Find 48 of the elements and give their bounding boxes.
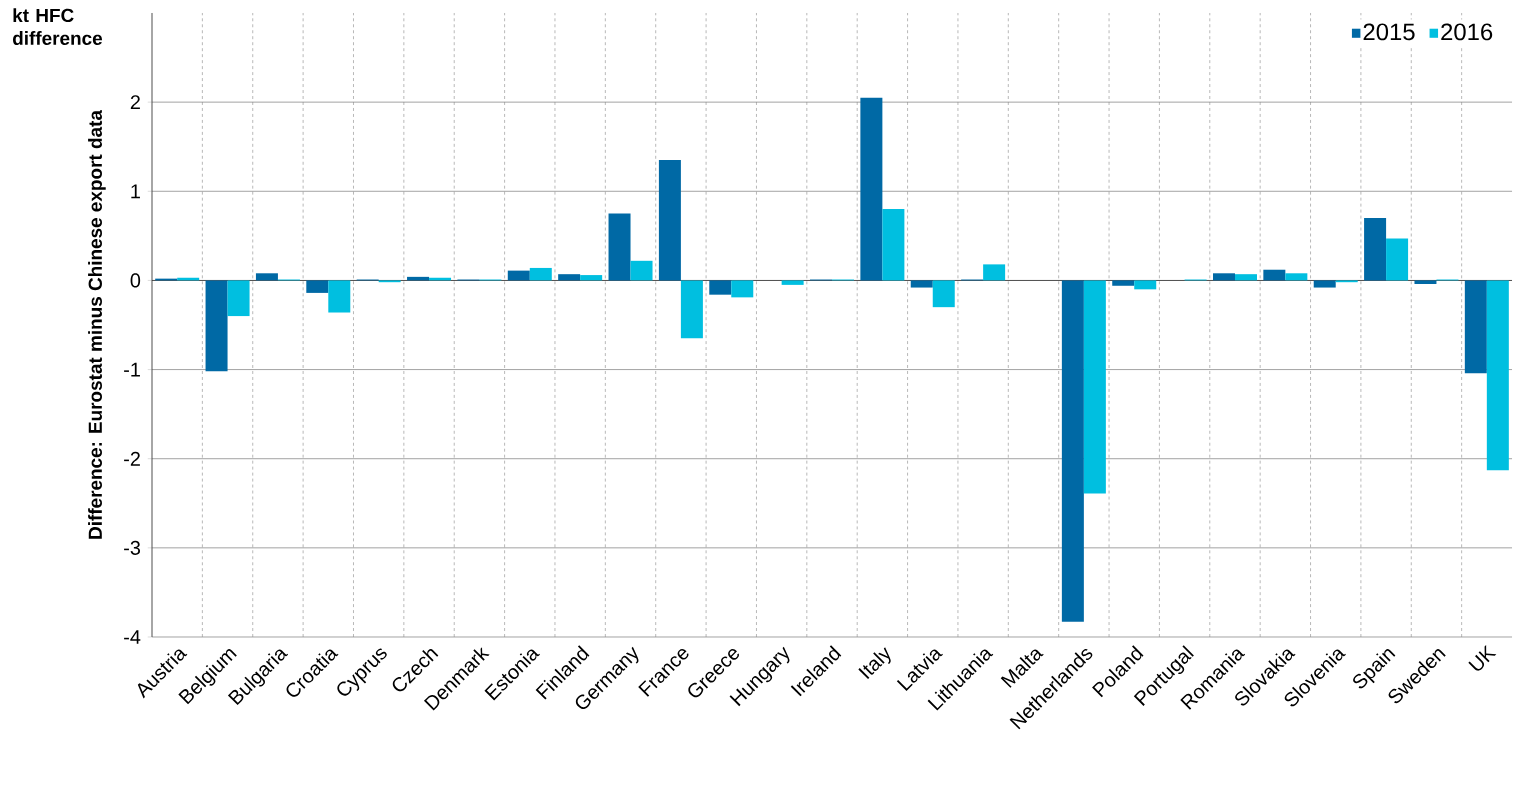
bar [932, 280, 955, 308]
bar [1313, 280, 1336, 288]
bar [709, 280, 732, 295]
bar [630, 260, 653, 281]
bar [1112, 280, 1135, 286]
bar [882, 209, 905, 281]
bar [205, 280, 228, 372]
bar [1486, 280, 1509, 471]
bar [781, 280, 804, 285]
bar [1234, 274, 1257, 281]
bar [860, 97, 883, 281]
x-tick-label: Italy [858, 647, 891, 680]
bar [328, 280, 351, 313]
legend-label: 2015 [1363, 23, 1415, 41]
y-tick-label: -4 [124, 630, 141, 644]
y-tick-label: 2 [130, 95, 140, 110]
bar [658, 160, 681, 281]
bar [1083, 280, 1106, 494]
bar [558, 274, 581, 281]
bar [910, 280, 933, 288]
bar [1212, 273, 1235, 281]
y-tick-label: -1 [124, 362, 140, 377]
y-tick-label: 1 [131, 184, 140, 199]
bar [1414, 280, 1437, 284]
bar [255, 273, 278, 281]
bar [983, 264, 1006, 281]
bar [1285, 273, 1308, 281]
bar [1386, 238, 1409, 281]
bar [306, 280, 329, 293]
bar [680, 280, 703, 339]
bar [529, 267, 552, 281]
bar [731, 280, 754, 298]
bar [1464, 280, 1487, 374]
bar [1263, 269, 1286, 281]
bar [227, 280, 250, 317]
bar [1134, 280, 1157, 290]
x-tick-label: UK [1468, 645, 1497, 671]
y-tick-label: 0 [130, 273, 141, 288]
bar [1364, 218, 1387, 281]
text: kt HFC difference [12, 8, 103, 46]
bar [608, 213, 631, 281]
y-axis-title: Difference: Eurostat minus Chinese export data [88, 109, 106, 539]
y-tick-label: -3 [124, 540, 141, 555]
bar [507, 270, 530, 281]
bar [1061, 280, 1084, 622]
legend-label: 2016 [1441, 23, 1493, 41]
bar [580, 275, 603, 281]
y-tick-label: -2 [124, 451, 140, 466]
